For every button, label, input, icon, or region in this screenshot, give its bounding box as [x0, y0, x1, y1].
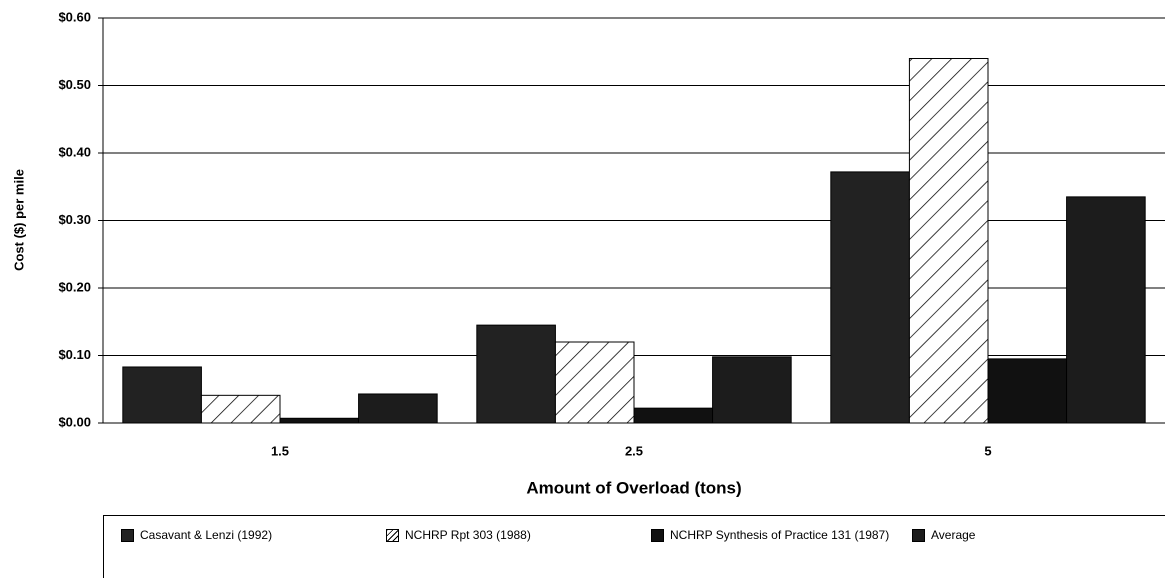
bar	[633, 407, 714, 424]
bar	[908, 58, 989, 424]
y-tick-label: $0.50	[58, 77, 91, 92]
x-axis-label: Amount of Overload (tons)	[526, 478, 741, 497]
legend-label: Casavant & Lenzi (1992)	[140, 528, 273, 542]
y-tick-label: $0.40	[58, 144, 91, 159]
bar	[987, 358, 1068, 424]
chart: Cost ($) per mile Amount of Overload (to…	[11, 9, 1165, 497]
bar	[358, 393, 438, 424]
legend: Casavant & Lenzi (1992) NCHRP Rpt 303 (19…	[103, 515, 1165, 578]
legend-label: NCHRP Synthesis of Practice 131 (1987)	[670, 528, 890, 542]
bar	[279, 417, 360, 424]
bar	[122, 366, 202, 424]
x-tick-label: 5	[984, 443, 991, 458]
bar	[830, 171, 910, 424]
legend-item: NCHRP Rpt 303 (1988)	[386, 528, 531, 542]
y-axis-label: Cost ($) per mile	[11, 169, 26, 271]
legend-swatch	[651, 529, 664, 542]
y-tick-label: $0.00	[58, 414, 91, 429]
legend-swatch	[121, 529, 134, 542]
legend-item: NCHRP Synthesis of Practice 131 (1987)	[651, 528, 889, 542]
y-tick-label: $0.60	[58, 9, 91, 24]
y-tick-label: $0.20	[58, 279, 91, 294]
bar	[1066, 196, 1146, 424]
bar	[200, 394, 281, 424]
x-tick-label: 1.5	[271, 443, 289, 458]
y-tick-label: $0.10	[58, 347, 91, 362]
legend-label: Average	[931, 528, 976, 542]
legend-swatch	[912, 529, 925, 542]
bar	[712, 356, 792, 424]
x-tick-label: 2.5	[625, 443, 643, 458]
bar	[554, 341, 635, 424]
bar	[476, 324, 556, 424]
legend-item: Casavant & Lenzi (1992)	[121, 528, 272, 542]
legend-label: NCHRP Rpt 303 (1988)	[405, 528, 531, 542]
y-tick-label: $0.30	[58, 212, 91, 227]
legend-item: Average	[912, 528, 975, 542]
legend-swatch	[386, 529, 399, 542]
